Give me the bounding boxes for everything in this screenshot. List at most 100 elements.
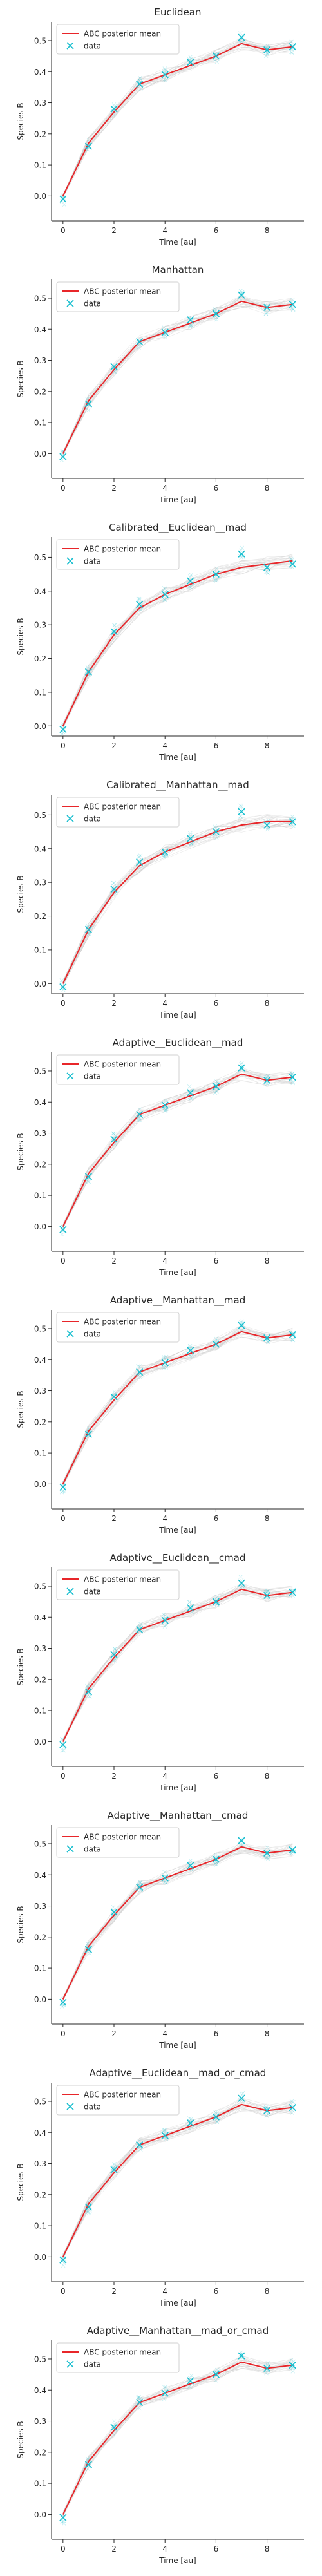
data-point xyxy=(187,1604,194,1612)
data-point xyxy=(110,1135,118,1143)
data-point xyxy=(84,1430,92,1438)
sample-marker xyxy=(61,453,66,457)
y-tick-label: 0.3 xyxy=(34,1644,46,1653)
sample-marker xyxy=(291,307,296,312)
sample-marker xyxy=(60,1232,64,1237)
sample-marker xyxy=(238,813,243,819)
sample-marker xyxy=(62,1490,67,1494)
sample-marker xyxy=(290,814,295,819)
sample-marker xyxy=(60,732,64,736)
y-tick-label: 0.5 xyxy=(34,2354,46,2363)
sample-marker xyxy=(86,1179,91,1184)
chart-panel-4: Calibrated__Manhattan__mad 0.0 0.1 0.2 0.3 0.… xyxy=(16,779,304,1019)
sample-marker xyxy=(162,1870,167,1875)
sample-marker xyxy=(213,2378,218,2383)
sample-marker xyxy=(111,2419,117,2424)
sample-marker xyxy=(214,2111,219,2116)
posterior-sample-line xyxy=(62,40,293,194)
sample-marker xyxy=(86,1179,91,1184)
sample-marker xyxy=(61,196,66,200)
posterior-sample-line xyxy=(62,817,293,983)
sample-marker xyxy=(163,1880,167,1884)
data-point xyxy=(187,835,194,842)
legend: ABC posterior mean data xyxy=(56,2342,180,2373)
y-tick-label: 0.3 xyxy=(34,2159,46,2168)
posterior-sample-line xyxy=(62,1589,293,1741)
sample-marker xyxy=(162,66,167,71)
x-tick-label: 2 xyxy=(111,2029,117,2038)
sample-marker xyxy=(265,827,270,832)
y-axis-label: Species B xyxy=(16,1390,25,1428)
legend-label-posterior-mean: ABC posterior mean xyxy=(84,1060,161,1069)
sample-marker xyxy=(86,408,91,413)
posterior-sample-line xyxy=(62,561,293,729)
posterior-sample-line xyxy=(62,2356,293,2514)
posterior-sample-line xyxy=(62,2360,293,2515)
data-point xyxy=(212,52,220,60)
posterior-sample-line xyxy=(62,2101,293,2260)
legend: ABC posterior mean data xyxy=(56,1569,180,1600)
posterior-sample-line xyxy=(62,814,293,981)
data-point xyxy=(238,2094,245,2102)
posterior-sample-line xyxy=(62,1850,293,1998)
posterior-sample-line xyxy=(62,826,293,986)
chart-panel-6: Adaptive__Manhattan__mad 0.0 0.1 0.2 0.3 0.4 0… xyxy=(16,1294,304,1535)
sample-marker xyxy=(85,1683,90,1689)
sample-marker xyxy=(263,302,268,307)
posterior-sample-line xyxy=(62,562,293,724)
data-point xyxy=(110,2423,118,2431)
posterior-sample-line xyxy=(62,815,293,982)
posterior-sample-line xyxy=(62,1584,293,1742)
y-tick-label: 0.5 xyxy=(34,1839,46,1848)
posterior-sample-line xyxy=(62,41,293,196)
x-tick-label: 4 xyxy=(162,226,167,235)
legend-marker-swatch xyxy=(66,2103,74,2110)
posterior-samples xyxy=(62,554,293,729)
sample-marker xyxy=(290,306,294,311)
y-tick-label: 0.3 xyxy=(34,621,46,630)
legend-label-data: data xyxy=(84,2103,101,2112)
posterior-sample-line xyxy=(62,558,293,728)
posterior-sample-points xyxy=(59,1319,296,1495)
posterior-sample-line xyxy=(62,2101,293,2257)
sample-marker xyxy=(189,2373,194,2378)
sample-marker xyxy=(290,1081,295,1086)
sample-marker xyxy=(138,2147,143,2152)
sample-marker xyxy=(162,67,167,72)
sample-marker xyxy=(240,2090,245,2096)
sample-marker xyxy=(289,2099,294,2104)
posterior-sample-line xyxy=(62,2099,293,2259)
x-tick-label: 6 xyxy=(214,2287,219,2296)
y-tick-label: 0.5 xyxy=(34,553,46,562)
sample-marker xyxy=(187,1605,192,1610)
sample-marker xyxy=(59,978,64,983)
posterior-sample-line xyxy=(62,1332,293,1486)
data-point xyxy=(136,2141,144,2149)
sample-marker xyxy=(162,1108,167,1113)
sample-marker xyxy=(162,1354,167,1359)
sample-marker xyxy=(62,2257,67,2262)
data-point xyxy=(238,33,245,41)
data-point xyxy=(187,1347,194,1354)
posterior-sample-line xyxy=(62,558,293,724)
data-point xyxy=(136,1368,144,1376)
sample-marker xyxy=(214,59,220,64)
sample-marker xyxy=(290,298,295,303)
x-tick-label: 2 xyxy=(111,1256,117,1265)
posterior-sample-line xyxy=(62,38,293,196)
data-point xyxy=(187,59,194,66)
y-axis-label: Species B xyxy=(16,2421,25,2458)
posterior-sample-line xyxy=(62,1586,293,1744)
sample-marker xyxy=(137,855,142,860)
posterior-sample-line xyxy=(62,37,293,196)
posterior-sample-points xyxy=(60,545,296,736)
posterior-sample-line xyxy=(62,1070,293,1225)
posterior-sample-line xyxy=(62,1846,293,1997)
chart-panel-3: Calibrated__Euclidean__mad 0.0 0.1 0.2 0.3 0.… xyxy=(16,522,304,762)
sample-marker xyxy=(213,1090,218,1095)
sample-marker xyxy=(187,2118,192,2123)
data-point xyxy=(84,668,92,676)
posterior-sample-line xyxy=(62,2104,293,2255)
data-point xyxy=(110,2166,118,2174)
data-point xyxy=(238,1064,245,1072)
